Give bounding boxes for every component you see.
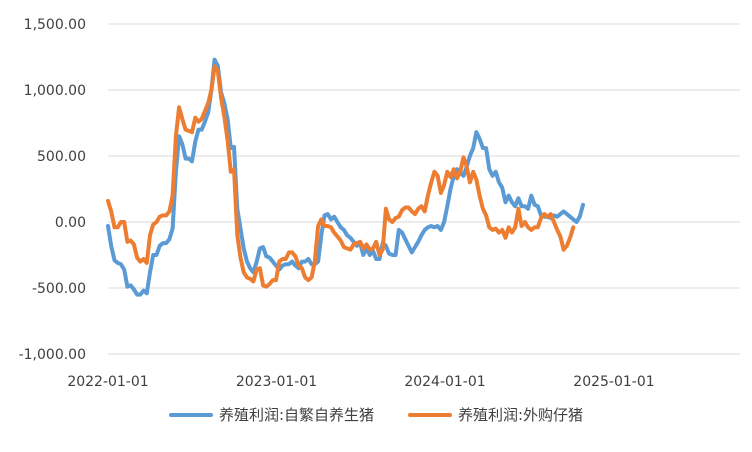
y-tick-label: 1,000.00 <box>24 83 86 99</box>
legend-item-series-2: 养殖利润:外购仔猪 <box>408 404 583 425</box>
line-chart: 1,500.00 1,000.00 500.00 0.00 -500.00 -1,000.… <box>19 17 740 390</box>
y-tick-label: 1,500.00 <box>24 17 86 33</box>
x-tick-label: 2022-01-01 <box>67 374 148 390</box>
x-axis-tick-labels: 2022-01-01 2023-01-01 2024-01-01 2025-01-01 <box>67 374 654 390</box>
legend: 养殖利润:自繁自养生猪 养殖利润:外购仔猪 <box>0 404 752 425</box>
legend-label-series-1: 养殖利润:自繁自养生猪 <box>218 406 374 424</box>
x-tick-label: 2024-01-01 <box>404 374 485 390</box>
legend-swatch-series-2 <box>408 412 452 417</box>
x-tick-label: 2023-01-01 <box>236 374 317 390</box>
y-tick-label: 0.00 <box>55 215 86 231</box>
gridlines <box>108 23 740 355</box>
y-tick-label: 500.00 <box>37 149 86 165</box>
y-tick-label: -1,000.00 <box>19 347 86 363</box>
y-axis-tick-labels: 1,500.00 1,000.00 500.00 0.00 -500.00 -1,000.… <box>19 17 86 363</box>
x-tick-label: 2025-01-01 <box>573 374 654 390</box>
y-tick-label: -500.00 <box>32 281 86 297</box>
legend-label-series-2: 养殖利润:外购仔猪 <box>458 406 584 424</box>
series-line-1 <box>106 57 585 297</box>
legend-item-series-1: 养殖利润:自繁自养生猪 <box>168 404 374 425</box>
series-line-2 <box>106 64 576 289</box>
series-lines <box>106 57 585 297</box>
legend-swatch-series-1 <box>168 412 213 417</box>
